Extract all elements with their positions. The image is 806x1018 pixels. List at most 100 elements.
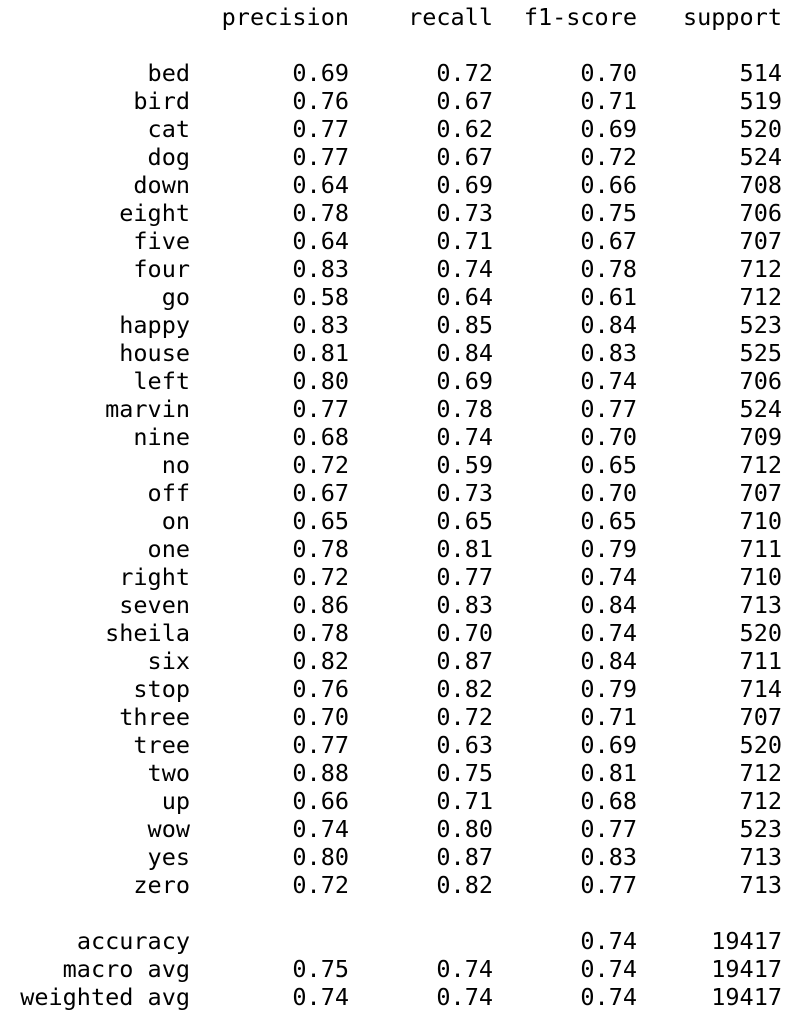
support-value: 709 bbox=[739, 423, 782, 451]
precision-value: 0.75 bbox=[292, 955, 349, 983]
f1-score-value: 0.83 bbox=[580, 339, 637, 367]
support-value: 19417 bbox=[711, 927, 782, 955]
precision-value: 0.86 bbox=[292, 591, 349, 619]
header-row: precision recall f1-score support bbox=[0, 3, 806, 31]
f1-score-value: 0.77 bbox=[580, 815, 637, 843]
f1-score-value: 0.84 bbox=[580, 591, 637, 619]
row-label: marvin bbox=[105, 395, 190, 423]
f1-score-value: 0.74 bbox=[580, 367, 637, 395]
precision-value: 0.77 bbox=[292, 115, 349, 143]
recall-value: 0.87 bbox=[436, 647, 493, 675]
precision-value: 0.83 bbox=[292, 255, 349, 283]
f1-score-value: 0.67 bbox=[580, 227, 637, 255]
f1-score-value: 0.74 bbox=[580, 927, 637, 955]
support-value: 713 bbox=[739, 871, 782, 899]
support-value: 706 bbox=[739, 199, 782, 227]
f1-score-value: 0.74 bbox=[580, 983, 637, 1011]
class-row: three 0.70 0.72 0.71 707 bbox=[0, 703, 806, 731]
precision-value: 0.64 bbox=[292, 171, 349, 199]
support-value: 525 bbox=[739, 339, 782, 367]
recall-value: 0.73 bbox=[436, 479, 493, 507]
recall-value: 0.85 bbox=[436, 311, 493, 339]
support-value: 520 bbox=[739, 115, 782, 143]
f1-score-value: 0.69 bbox=[580, 115, 637, 143]
f1-score-value: 0.81 bbox=[580, 759, 637, 787]
recall-value: 0.74 bbox=[436, 255, 493, 283]
recall-value: 0.64 bbox=[436, 283, 493, 311]
precision-value: 0.66 bbox=[292, 787, 349, 815]
class-row: marvin 0.77 0.78 0.77 524 bbox=[0, 395, 806, 423]
row-label: yes bbox=[147, 843, 190, 871]
row-label: macro avg bbox=[62, 955, 190, 983]
row-label: off bbox=[147, 479, 190, 507]
precision-value: 0.65 bbox=[292, 507, 349, 535]
class-row: up 0.66 0.71 0.68 712 bbox=[0, 787, 806, 815]
class-row: cat 0.77 0.62 0.69 520 bbox=[0, 115, 806, 143]
class-row: down 0.64 0.69 0.66 708 bbox=[0, 171, 806, 199]
recall-value: 0.71 bbox=[436, 787, 493, 815]
class-row: five 0.64 0.71 0.67 707 bbox=[0, 227, 806, 255]
row-label: one bbox=[147, 535, 190, 563]
f1-score-value: 0.66 bbox=[580, 171, 637, 199]
f1-score-value: 0.84 bbox=[580, 647, 637, 675]
row-label: four bbox=[133, 255, 190, 283]
summary-row: weighted avg 0.74 0.74 0.74 19417 bbox=[0, 983, 806, 1011]
f1-score-value: 0.84 bbox=[580, 311, 637, 339]
class-row: bird 0.76 0.67 0.71 519 bbox=[0, 87, 806, 115]
precision-value: 0.67 bbox=[292, 479, 349, 507]
f1-score-value: 0.65 bbox=[580, 451, 637, 479]
row-label: cat bbox=[147, 115, 190, 143]
f1-score-value: 0.70 bbox=[580, 479, 637, 507]
support-value: 714 bbox=[739, 675, 782, 703]
class-row: two 0.88 0.75 0.81 712 bbox=[0, 759, 806, 787]
recall-value: 0.80 bbox=[436, 815, 493, 843]
class-row: off 0.67 0.73 0.70 707 bbox=[0, 479, 806, 507]
class-row: six 0.82 0.87 0.84 711 bbox=[0, 647, 806, 675]
recall-value: 0.67 bbox=[436, 143, 493, 171]
f1-score-value: 0.71 bbox=[580, 703, 637, 731]
f1-score-value: 0.74 bbox=[580, 563, 637, 591]
recall-value: 0.84 bbox=[436, 339, 493, 367]
support-value: 523 bbox=[739, 311, 782, 339]
row-label: down bbox=[133, 171, 190, 199]
recall-value: 0.81 bbox=[436, 535, 493, 563]
support-value: 712 bbox=[739, 451, 782, 479]
support-value: 713 bbox=[739, 591, 782, 619]
row-label: left bbox=[133, 367, 190, 395]
row-label: no bbox=[161, 451, 190, 479]
support-value: 711 bbox=[739, 535, 782, 563]
precision-value: 0.68 bbox=[292, 423, 349, 451]
class-row: nine 0.68 0.74 0.70 709 bbox=[0, 423, 806, 451]
support-value: 713 bbox=[739, 843, 782, 871]
f1-score-value: 0.74 bbox=[580, 619, 637, 647]
recall-value: 0.74 bbox=[436, 423, 493, 451]
recall-value: 0.83 bbox=[436, 591, 493, 619]
f1-score-value: 0.74 bbox=[580, 955, 637, 983]
precision-value: 0.64 bbox=[292, 227, 349, 255]
row-label: happy bbox=[119, 311, 190, 339]
precision-value: 0.77 bbox=[292, 395, 349, 423]
row-label: accuracy bbox=[76, 927, 190, 955]
f1-score-value: 0.77 bbox=[580, 395, 637, 423]
support-value: 707 bbox=[739, 703, 782, 731]
class-row: go 0.58 0.64 0.61 712 bbox=[0, 283, 806, 311]
recall-value: 0.75 bbox=[436, 759, 493, 787]
summary-row: accuracy 0.74 19417 bbox=[0, 927, 806, 955]
support-value: 514 bbox=[739, 59, 782, 87]
row-label: on bbox=[161, 507, 190, 535]
recall-value: 0.63 bbox=[436, 731, 493, 759]
precision-value: 0.72 bbox=[292, 451, 349, 479]
row-label: zero bbox=[133, 871, 190, 899]
precision-value: 0.78 bbox=[292, 535, 349, 563]
f1-score-value: 0.79 bbox=[580, 675, 637, 703]
row-label: eight bbox=[119, 199, 190, 227]
precision-value: 0.76 bbox=[292, 675, 349, 703]
support-value: 520 bbox=[739, 619, 782, 647]
recall-value: 0.87 bbox=[436, 843, 493, 871]
precision-value: 0.58 bbox=[292, 283, 349, 311]
row-label: sheila bbox=[105, 619, 190, 647]
f1-score-value: 0.61 bbox=[580, 283, 637, 311]
precision-value: 0.72 bbox=[292, 563, 349, 591]
f1-score-value: 0.78 bbox=[580, 255, 637, 283]
support-value: 710 bbox=[739, 563, 782, 591]
